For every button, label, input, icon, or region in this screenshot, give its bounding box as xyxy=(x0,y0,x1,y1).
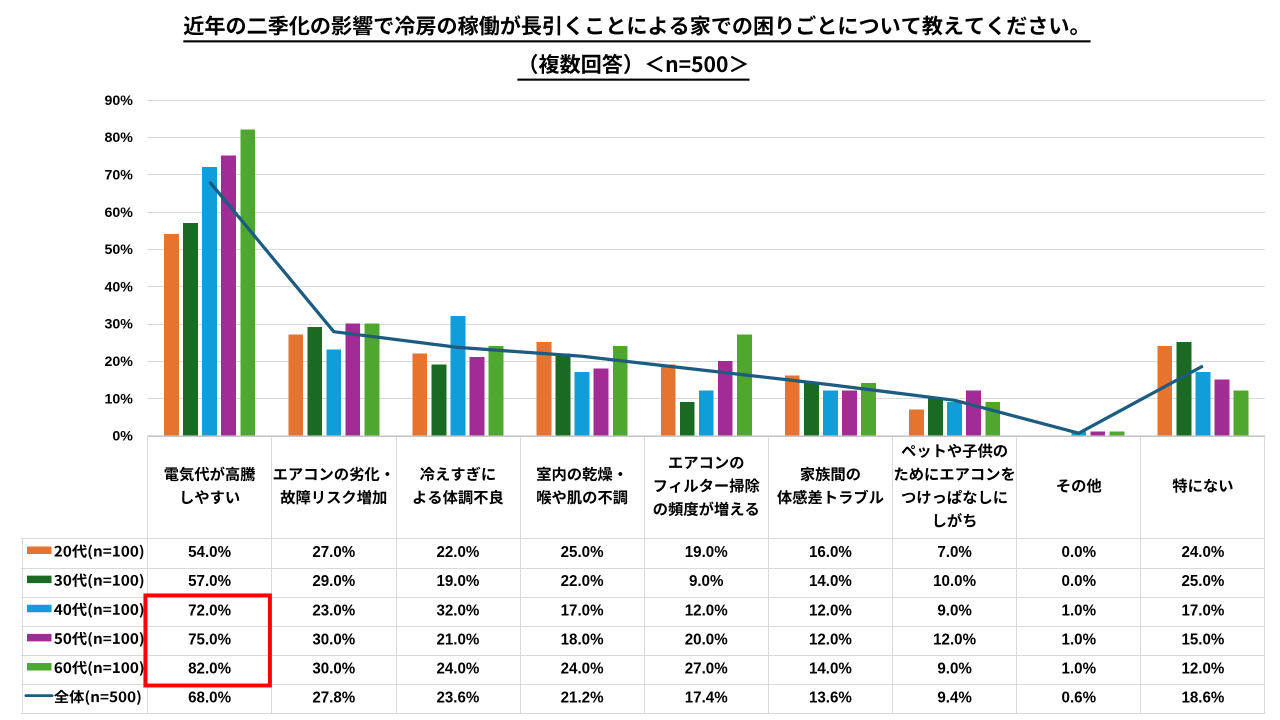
svg-text:30.0%: 30.0% xyxy=(312,661,355,678)
svg-text:57.0%: 57.0% xyxy=(188,573,231,590)
svg-text:24.0%: 24.0% xyxy=(436,661,479,678)
svg-text:9.0%: 9.0% xyxy=(937,602,972,619)
svg-text:27.0%: 27.0% xyxy=(312,544,355,561)
svg-text:0.6%: 0.6% xyxy=(1062,690,1097,707)
svg-text:30%: 30% xyxy=(104,317,133,333)
svg-text:82.0%: 82.0% xyxy=(188,661,231,678)
svg-text:22.0%: 22.0% xyxy=(436,544,479,561)
svg-text:18.0%: 18.0% xyxy=(561,631,604,648)
svg-text:29.0%: 29.0% xyxy=(312,573,355,590)
svg-text:20%: 20% xyxy=(104,354,133,370)
svg-text:30.0%: 30.0% xyxy=(312,631,355,648)
svg-text:14.0%: 14.0% xyxy=(809,573,852,590)
svg-text:21.2%: 21.2% xyxy=(561,690,604,707)
svg-text:0%: 0% xyxy=(112,429,133,445)
svg-text:9.0%: 9.0% xyxy=(689,573,724,590)
svg-text:14.0%: 14.0% xyxy=(809,661,852,678)
svg-text:54.0%: 54.0% xyxy=(188,544,231,561)
svg-text:24.0%: 24.0% xyxy=(561,661,604,678)
svg-text:60%: 60% xyxy=(104,205,133,221)
svg-text:32.0%: 32.0% xyxy=(436,602,479,619)
svg-text:23.0%: 23.0% xyxy=(312,602,355,619)
svg-text:20.0%: 20.0% xyxy=(685,631,728,648)
svg-text:1.0%: 1.0% xyxy=(1062,631,1097,648)
svg-text:90%: 90% xyxy=(104,93,133,109)
svg-text:12.0%: 12.0% xyxy=(809,631,852,648)
svg-text:17.0%: 17.0% xyxy=(561,602,604,619)
svg-text:70%: 70% xyxy=(104,168,133,184)
svg-text:0.0%: 0.0% xyxy=(1062,573,1097,590)
svg-text:12.0%: 12.0% xyxy=(809,602,852,619)
svg-text:68.0%: 68.0% xyxy=(188,690,231,707)
svg-text:17.4%: 17.4% xyxy=(685,690,728,707)
svg-text:22.0%: 22.0% xyxy=(561,573,604,590)
svg-text:7.0%: 7.0% xyxy=(937,544,972,561)
svg-text:12.0%: 12.0% xyxy=(933,631,976,648)
svg-text:10.0%: 10.0% xyxy=(933,573,976,590)
svg-text:18.6%: 18.6% xyxy=(1181,690,1224,707)
svg-text:9.4%: 9.4% xyxy=(937,690,972,707)
svg-text:16.0%: 16.0% xyxy=(809,544,852,561)
svg-text:17.0%: 17.0% xyxy=(1181,602,1224,619)
svg-text:12.0%: 12.0% xyxy=(1181,661,1224,678)
svg-text:40%: 40% xyxy=(104,279,133,295)
svg-text:0.0%: 0.0% xyxy=(1062,544,1097,561)
svg-text:13.6%: 13.6% xyxy=(809,690,852,707)
svg-text:80%: 80% xyxy=(104,130,133,146)
svg-text:27.8%: 27.8% xyxy=(312,690,355,707)
svg-text:50%: 50% xyxy=(104,242,133,258)
svg-text:72.0%: 72.0% xyxy=(188,602,231,619)
svg-text:21.0%: 21.0% xyxy=(436,631,479,648)
svg-text:1.0%: 1.0% xyxy=(1062,602,1097,619)
svg-text:15.0%: 15.0% xyxy=(1181,631,1224,648)
svg-text:25.0%: 25.0% xyxy=(1181,573,1224,590)
svg-text:12.0%: 12.0% xyxy=(685,602,728,619)
svg-text:24.0%: 24.0% xyxy=(1181,544,1224,561)
svg-text:10%: 10% xyxy=(104,391,133,407)
svg-text:19.0%: 19.0% xyxy=(685,544,728,561)
svg-text:1.0%: 1.0% xyxy=(1062,661,1097,678)
svg-text:19.0%: 19.0% xyxy=(436,573,479,590)
svg-text:23.6%: 23.6% xyxy=(436,690,479,707)
svg-text:25.0%: 25.0% xyxy=(561,544,604,561)
svg-text:27.0%: 27.0% xyxy=(685,661,728,678)
svg-text:9.0%: 9.0% xyxy=(937,661,972,678)
svg-text:75.0%: 75.0% xyxy=(188,631,231,648)
